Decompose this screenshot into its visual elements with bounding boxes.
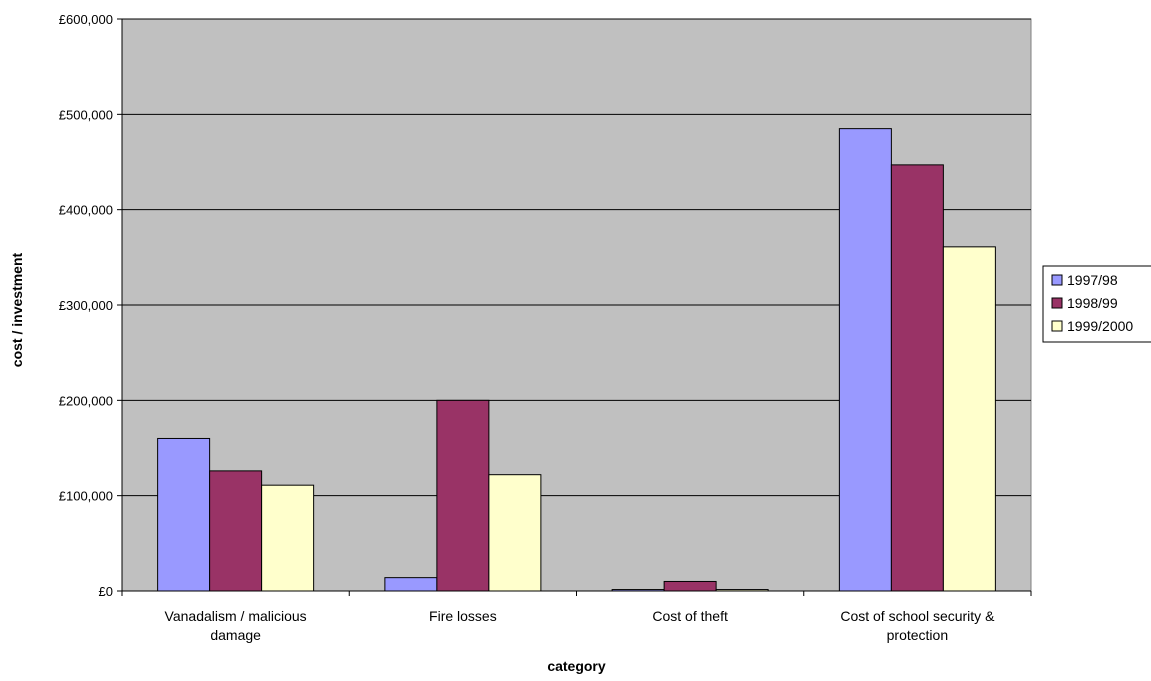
x-tick-label: Cost of school security & protection <box>840 608 995 643</box>
x-tick-label: Cost of theft <box>652 608 728 624</box>
x-tick-label: Vanadalism / malicious damage <box>165 608 307 643</box>
y-tick-label: £100,000 <box>59 489 113 504</box>
bar <box>890 164 944 592</box>
axes-group: £0 £100,000 £200,000 £300,000 £400,000 £500,0… <box>9 12 1032 674</box>
legend-label: 1998/99 <box>1067 295 1118 311</box>
bar <box>488 474 542 592</box>
y-tick-label: £300,000 <box>59 298 113 313</box>
y-tick-label: £600,000 <box>59 12 113 27</box>
bar <box>663 580 717 592</box>
bar <box>157 437 211 592</box>
y-tick-label: £500,000 <box>59 107 113 122</box>
legend: 1997/98 1998/99 1999/2000 <box>1042 265 1151 343</box>
y-axis-title: cost / investment <box>9 252 25 367</box>
bar <box>436 399 490 592</box>
bar <box>384 577 438 592</box>
bars-group <box>157 128 996 592</box>
y-tick-label: £0 <box>99 584 113 599</box>
x-tick-label: Fire losses <box>429 608 497 624</box>
bar <box>942 246 996 592</box>
legend-swatch <box>1051 320 1063 332</box>
y-tick-label: £200,000 <box>59 393 113 408</box>
x-axis-title: category <box>547 658 606 674</box>
legend-label: 1997/98 <box>1067 272 1118 288</box>
bar <box>209 470 263 592</box>
bar <box>261 484 315 592</box>
legend-swatch <box>1051 274 1063 286</box>
legend-label: 1999/2000 <box>1067 318 1133 334</box>
y-tick-label: £400,000 <box>59 203 113 218</box>
bar <box>838 128 892 592</box>
legend-swatch <box>1051 297 1063 309</box>
